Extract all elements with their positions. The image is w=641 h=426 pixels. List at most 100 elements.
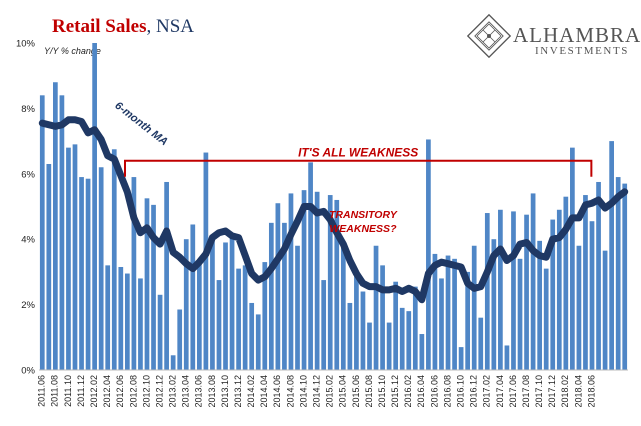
chart-bar xyxy=(570,147,575,370)
chart-bar xyxy=(491,239,497,370)
x-tick-label: 2012.02 xyxy=(89,375,99,408)
chart-bar xyxy=(556,209,562,370)
x-tick-label: 2014.02 xyxy=(246,375,256,408)
weakness-bracket xyxy=(123,159,593,177)
title-suffix: , NSA xyxy=(146,16,194,37)
chart-bar xyxy=(144,198,150,370)
chart-bar xyxy=(373,245,379,370)
chart-bar xyxy=(511,211,516,370)
x-tick-label: 2017.06 xyxy=(508,375,518,408)
chart-bar xyxy=(563,196,569,370)
chart-bar xyxy=(393,281,399,370)
chart-bar xyxy=(105,265,111,370)
x-tick-label: 2011.06 xyxy=(37,375,47,407)
chart-bar xyxy=(151,204,156,370)
x-tick-label: 2016.04 xyxy=(416,375,426,408)
chart-bar xyxy=(386,322,392,370)
x-tick-label: 2015.10 xyxy=(377,375,387,408)
x-tick-label: 2015.04 xyxy=(338,375,348,408)
chart-bar xyxy=(622,183,628,370)
x-tick-label: 2013.02 xyxy=(168,375,178,408)
chart-bar xyxy=(177,309,183,370)
chart-bar xyxy=(72,144,78,370)
chart-bar xyxy=(399,307,405,370)
chart-bar xyxy=(321,280,327,370)
chart-bar xyxy=(602,250,608,370)
chart-bar xyxy=(216,280,222,370)
chart-bar xyxy=(517,258,523,370)
chart-bar xyxy=(196,263,202,370)
chart-bar xyxy=(543,268,549,370)
alhambra-logo-icon xyxy=(466,13,512,59)
chart-title: Retail Sales, NSA xyxy=(52,16,194,38)
x-tick-label: 2013.04 xyxy=(181,375,191,408)
chart-bar xyxy=(46,163,52,370)
chart-bar xyxy=(347,302,353,370)
x-tick-label: 2018.06 xyxy=(586,375,596,408)
chart-bar xyxy=(439,278,444,370)
chart-bar xyxy=(282,222,287,370)
chart-bar xyxy=(583,195,588,370)
chart-bar xyxy=(537,240,543,370)
chart-bar xyxy=(295,245,300,370)
chart-bar xyxy=(471,245,477,370)
annotation-ma-label: 6-month MA xyxy=(112,100,170,149)
chart-bar xyxy=(262,262,268,370)
chart-bar xyxy=(445,255,451,370)
x-tick-label: 2015.12 xyxy=(390,375,400,408)
chart-bar xyxy=(118,266,124,370)
x-tick-label: 2016.08 xyxy=(442,375,452,408)
y-tick-label: 0% xyxy=(21,366,35,377)
chart-bar xyxy=(465,271,471,370)
annotation-all-weakness: IT'S ALL WEAKNESS xyxy=(298,146,418,160)
chart-bar xyxy=(458,347,464,370)
chart-bar xyxy=(596,181,601,370)
chart-bar xyxy=(380,265,385,370)
title-main: Retail Sales xyxy=(52,16,147,37)
chart-bar xyxy=(124,273,130,370)
chart-bar xyxy=(53,82,58,371)
annotation-line: TRANSITORY xyxy=(329,209,398,221)
chart-bar xyxy=(66,147,71,370)
chart-bar xyxy=(589,221,595,370)
moving-average-line xyxy=(38,116,629,304)
x-tick-label: 2016.06 xyxy=(429,375,439,408)
x-tick-label: 2014.04 xyxy=(259,375,269,408)
chart-bar xyxy=(210,235,215,370)
chart-bar xyxy=(183,239,189,370)
x-tick-label: 2017.12 xyxy=(547,375,557,408)
x-tick-label: 2014.10 xyxy=(298,375,308,408)
y-tick-label: 4% xyxy=(21,235,35,246)
x-tick-label: 2013.06 xyxy=(194,375,204,408)
chart-bar xyxy=(170,355,176,370)
y-tick-label: 8% xyxy=(21,104,35,115)
chart-bar xyxy=(164,181,169,370)
x-tick-label: 2017.08 xyxy=(521,375,531,408)
chart-bar xyxy=(452,258,457,370)
x-tick-label: 2013.12 xyxy=(233,375,243,408)
chart-bar xyxy=(576,245,582,370)
chart-bar xyxy=(275,203,281,370)
x-tick-label: 2018.02 xyxy=(560,375,570,408)
x-tick-label: 2014.12 xyxy=(312,375,322,408)
chart-bar xyxy=(432,253,438,370)
x-tick-label: 2012.08 xyxy=(128,375,138,408)
chart-bar xyxy=(190,224,196,370)
chart-bar xyxy=(203,152,209,370)
chart-bar xyxy=(524,214,529,370)
chart-bar xyxy=(360,291,366,370)
x-tick-label: 2016.10 xyxy=(455,375,465,408)
chart-bar xyxy=(85,178,91,370)
chart-bar xyxy=(308,162,313,370)
x-tick-label: 2013.10 xyxy=(220,375,230,408)
chart-bar xyxy=(288,193,294,370)
x-tick-label: 2012.04 xyxy=(102,375,112,408)
chart-bar xyxy=(131,177,137,370)
chart-bar xyxy=(327,195,333,370)
x-tick-label: 2015.06 xyxy=(351,375,361,408)
chart-bar xyxy=(268,222,274,370)
chart-bar xyxy=(498,209,503,370)
chart-bar xyxy=(229,237,235,370)
y-tick-label: 10% xyxy=(16,39,36,50)
